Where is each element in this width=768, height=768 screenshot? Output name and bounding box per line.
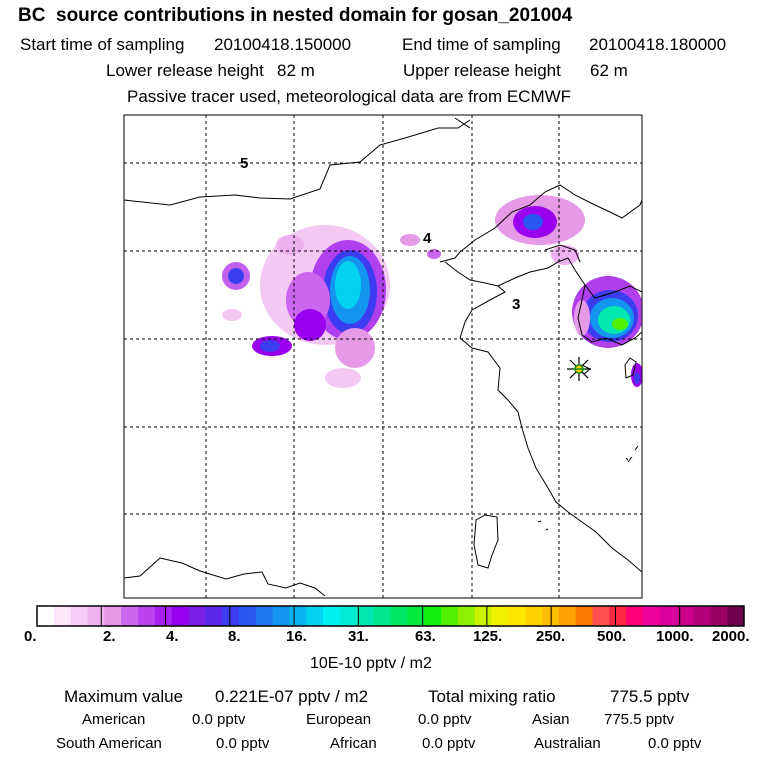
upper-height-value: 62 m xyxy=(590,61,628,80)
contour-label: 3 xyxy=(512,296,520,313)
colorbar-swatch xyxy=(474,606,492,626)
region-value: 0.0 pptv xyxy=(418,711,472,728)
colorbar-swatch xyxy=(424,606,442,626)
colorbar xyxy=(37,606,745,626)
colorbar-unit: 10E-10 pptv / m2 xyxy=(310,655,432,672)
colorbar-swatch xyxy=(205,606,223,626)
contour-label: 5 xyxy=(240,155,248,172)
colorbar-swatch xyxy=(154,606,173,626)
region-value: 775.5 pptv xyxy=(604,711,675,728)
colorbar-swatch xyxy=(239,606,257,626)
colorbar-swatch xyxy=(272,606,290,626)
colorbar-swatch xyxy=(37,606,55,626)
colorbar-swatch xyxy=(542,606,560,626)
colorbar-swatch xyxy=(407,606,425,626)
lower-height-value: 82 m xyxy=(277,61,315,80)
colorbar-swatch xyxy=(87,606,105,626)
contour-label: 4 xyxy=(423,230,432,247)
region-value: 0.0 pptv xyxy=(192,711,246,728)
region-name: American xyxy=(82,711,146,728)
colorbar-swatch xyxy=(441,606,459,626)
colorbar-swatch xyxy=(626,606,644,626)
colorbar-tick: 8. xyxy=(228,628,241,645)
region-name: South American xyxy=(56,735,162,752)
region-name: European xyxy=(306,711,372,728)
map-frame xyxy=(123,114,643,599)
colorbar-swatch xyxy=(70,606,88,626)
colorbar-swatch xyxy=(525,606,543,626)
colorbar-tick: 250. xyxy=(536,628,566,645)
end-time-label: End time of sampling xyxy=(402,35,561,54)
colorbar-swatch xyxy=(457,606,476,626)
colorbar-swatch xyxy=(171,606,189,626)
start-time-value: 20100418.150000 xyxy=(214,35,352,54)
plume-northeast xyxy=(495,195,585,265)
upper-height-label: Upper release height xyxy=(403,61,561,80)
region-value: 0.0 pptv xyxy=(422,735,476,752)
colorbar-swatch xyxy=(710,606,728,626)
start-time-label: Start time of sampling xyxy=(20,35,185,54)
colorbar-swatch xyxy=(609,606,627,626)
colorbar-swatch xyxy=(356,606,375,626)
colorbar-tick: 0. xyxy=(24,628,37,645)
tracer-note: Passive tracer used, meteorological data… xyxy=(127,87,572,106)
lower-height-label: Lower release height xyxy=(106,61,264,80)
colorbar-tick: 1000. xyxy=(656,628,694,645)
colorbar-swatch xyxy=(121,606,139,626)
colorbar-swatch xyxy=(53,606,72,626)
colorbar-tick: 125. xyxy=(473,628,503,645)
colorbar-swatch xyxy=(390,606,408,626)
colorbar-swatch xyxy=(323,606,341,626)
colorbar-swatch xyxy=(676,606,694,626)
max-value-label: Maximum value xyxy=(64,687,184,706)
colorbar-tick: 4. xyxy=(166,628,179,645)
colorbar-swatch xyxy=(104,606,122,626)
plume-patch xyxy=(400,234,420,246)
colorbar-swatch xyxy=(575,606,593,626)
map-grid xyxy=(124,115,642,598)
colorbar-tick: 16. xyxy=(286,628,307,645)
colorbar-tick: 2000. xyxy=(712,628,750,645)
colorbar-tick: 500. xyxy=(597,628,627,645)
total-mixing-label: Total mixing ratio xyxy=(428,687,556,706)
colorbar-swatch xyxy=(491,606,509,626)
colorbar-swatch xyxy=(255,606,274,626)
end-time-value: 20100418.180000 xyxy=(589,35,727,54)
colorbar-swatch xyxy=(306,606,324,626)
colorbar-swatch xyxy=(659,606,678,626)
colorbar-swatch xyxy=(693,606,711,626)
plume-layer xyxy=(222,195,642,388)
colorbar-tick: 31. xyxy=(348,628,369,645)
colorbar-tick: 2. xyxy=(103,628,116,645)
region-name: Asian xyxy=(532,711,570,728)
colorbar-swatch xyxy=(373,606,391,626)
colorbar-swatch xyxy=(188,606,206,626)
colorbar-swatch xyxy=(222,606,240,626)
colorbar-frame xyxy=(36,605,745,627)
plume-korea xyxy=(572,276,642,387)
colorbar-swatch xyxy=(138,606,156,626)
region-value: 0.0 pptv xyxy=(216,735,270,752)
colorbar-swatch xyxy=(508,606,526,626)
region-name: Australian xyxy=(534,735,601,752)
plume-west xyxy=(222,225,390,388)
receptor-star-icon xyxy=(567,357,591,381)
coastlines xyxy=(124,117,642,597)
plot-title: BC source contributions in nested domain… xyxy=(18,5,573,26)
region-name: African xyxy=(330,735,377,752)
colorbar-swatch xyxy=(558,606,577,626)
colorbar-swatch xyxy=(727,606,745,626)
colorbar-swatch xyxy=(643,606,661,626)
total-mixing-value: 775.5 pptv xyxy=(610,687,690,706)
colorbar-tick: 63. xyxy=(415,628,436,645)
colorbar-swatch xyxy=(340,606,358,626)
colorbar-swatch xyxy=(289,606,307,626)
max-value: 0.221E-07 pptv / m2 xyxy=(215,687,369,706)
region-value: 0.0 pptv xyxy=(648,735,702,752)
colorbar-swatch xyxy=(592,606,610,626)
